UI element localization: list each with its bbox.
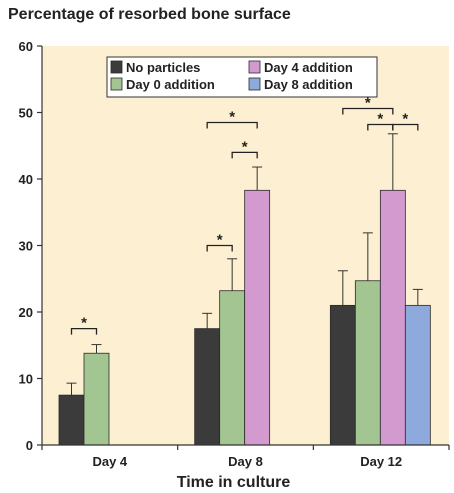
bar-day-8-addition-day-12: [404, 304, 431, 446]
significance-bracket: [392, 123, 419, 131]
y-tick-label: 20: [19, 305, 33, 320]
legend-label: Day 8 addition: [264, 77, 353, 92]
bar-day-0-addition-day-12: [354, 280, 381, 446]
y-tick-label: 30: [19, 239, 33, 254]
bars: [58, 189, 431, 446]
significance-bracket: [70, 327, 98, 335]
legend-label: Day 0 addition: [126, 77, 215, 92]
bar-day-0-addition-day-4: [83, 352, 110, 446]
legend-box: [106, 56, 378, 98]
legend-swatch: [110, 77, 123, 91]
significance-bracket: [206, 121, 258, 129]
y-tick-label: 0: [26, 438, 33, 453]
bar-day-4-addition-day-8: [244, 189, 271, 446]
legend: No particles Day 0 addition Day 4 addition…: [106, 56, 378, 98]
y-tick-label: 10: [19, 372, 33, 387]
x-axis-title: Time in culture: [177, 474, 291, 491]
y-tick-label: 40: [19, 172, 33, 187]
significance-bracket: [342, 107, 394, 115]
significance-star: *: [81, 315, 87, 332]
error-bars: [66, 133, 423, 396]
y-tick-label: 60: [19, 39, 33, 54]
significance-bracket: [231, 151, 258, 159]
bar-no-particles-day-8: [194, 328, 221, 446]
legend-swatch: [248, 60, 261, 74]
x-tick-label: Day 12: [360, 454, 402, 469]
legend-label: No particles: [126, 60, 200, 75]
significance-star: *: [377, 110, 383, 127]
bar-no-particles-day-4: [58, 394, 85, 446]
legend-swatch: [110, 60, 123, 74]
axes: 0 10 20 30 40 50 60 Day 4 Day 8 Day 12: [19, 39, 450, 469]
x-tick-label: Day 4: [92, 454, 127, 469]
y-tick-label: 50: [19, 106, 33, 121]
bar-no-particles-day-12: [329, 304, 356, 446]
significance-star: *: [217, 232, 223, 249]
legend-swatch: [248, 77, 261, 91]
significance-star: *: [365, 95, 371, 112]
significance-brackets: * * * * * * *: [70, 95, 419, 335]
significance-bracket: [206, 244, 233, 252]
chart-title: Percentage of resorbed bone surface: [8, 6, 291, 23]
bar-day-4-addition-day-12: [379, 189, 406, 446]
x-tick-label: Day 8: [228, 454, 263, 469]
significance-star: *: [229, 108, 235, 125]
bar-day-0-addition-day-8: [219, 290, 246, 446]
legend-label: Day 4 addition: [264, 60, 353, 75]
significance-star: *: [402, 110, 408, 127]
significance-star: *: [242, 138, 248, 155]
